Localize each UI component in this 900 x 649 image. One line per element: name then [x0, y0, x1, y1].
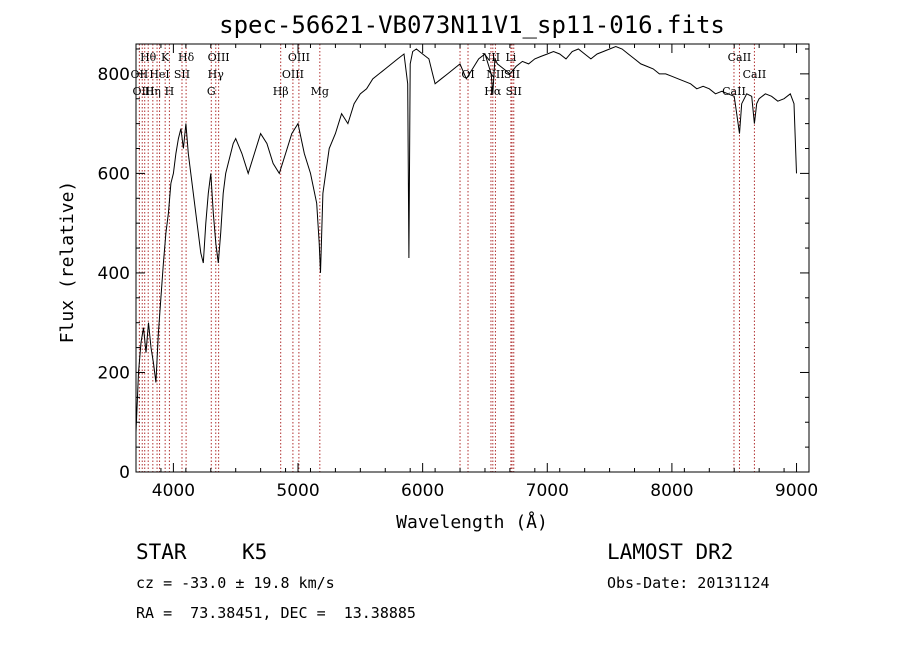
y-tick-label: 800 — [98, 65, 130, 85]
line-label: Hβ — [273, 85, 289, 98]
redshift-info: cz = -33.0 ± 19.8 km/s — [136, 574, 335, 592]
line-label: Mg — [311, 85, 329, 98]
line-label: OIII — [132, 85, 154, 98]
plot-frame — [135, 43, 810, 473]
emission-line-markers — [138, 44, 755, 472]
x-axis-label: Wavelength (Å) — [396, 511, 548, 533]
line-label: SII — [174, 68, 190, 81]
line-label: OIII — [208, 51, 230, 64]
line-label: Hθ — [140, 51, 157, 64]
x-tick-label: 5000 — [276, 481, 319, 501]
line-label: OI — [461, 68, 474, 81]
line-label: OIII — [282, 68, 304, 81]
y-tick-label: 200 — [98, 363, 130, 383]
line-label: OII — [131, 68, 149, 81]
object-class: STAR — [136, 540, 187, 564]
y-tick-label: 0 — [119, 463, 130, 483]
x-tick-label: 7000 — [526, 481, 569, 501]
line-label: G — [207, 85, 216, 98]
line-label: NII — [486, 68, 504, 81]
line-label: CaII — [722, 85, 746, 98]
coordinates: RA = 73.38451, DEC = 13.38885 — [136, 604, 416, 622]
line-label: H — [165, 85, 175, 98]
x-tick-label: 9000 — [775, 481, 818, 501]
line-label: CaII — [743, 68, 767, 81]
line-label: Li — [505, 51, 516, 64]
line-label: HeI — [149, 68, 169, 81]
line-label: OIII — [288, 51, 310, 64]
spectrum-chart: spec-56621-VB073N11V1_sp11-016.fits Hθ K H… — [57, 11, 818, 533]
line-label: CaII — [728, 51, 752, 64]
line-label: SII — [504, 68, 520, 81]
line-label: Hγ — [208, 68, 225, 81]
x-tick-label: 4000 — [152, 481, 195, 501]
observation-date: Obs-Date: 20131124 — [607, 574, 770, 592]
line-label: SII — [506, 85, 522, 98]
plot-series — [135, 45, 797, 433]
line-label: Hη — [145, 85, 161, 98]
y-tick-label: 600 — [98, 164, 130, 184]
spectrum-line — [135, 45, 797, 433]
x-tick-label: 8000 — [650, 481, 693, 501]
chart-title: spec-56621-VB073N11V1_sp11-016.fits — [219, 11, 725, 39]
x-tick-label: 6000 — [401, 481, 444, 501]
y-axis-ticks: 0 200 400 600 800 — [98, 48, 809, 483]
line-label: Hδ — [178, 51, 195, 64]
survey-name: LAMOST DR2 — [607, 540, 734, 564]
line-label: NII — [482, 51, 500, 64]
object-subclass: K5 — [242, 540, 268, 564]
y-tick-label: 400 — [98, 264, 130, 284]
line-label: K — [161, 51, 170, 64]
x-axis-ticks: 4000 5000 6000 7000 8000 9000 — [135, 44, 818, 501]
y-axis-label: Flux (relative) — [57, 181, 78, 344]
